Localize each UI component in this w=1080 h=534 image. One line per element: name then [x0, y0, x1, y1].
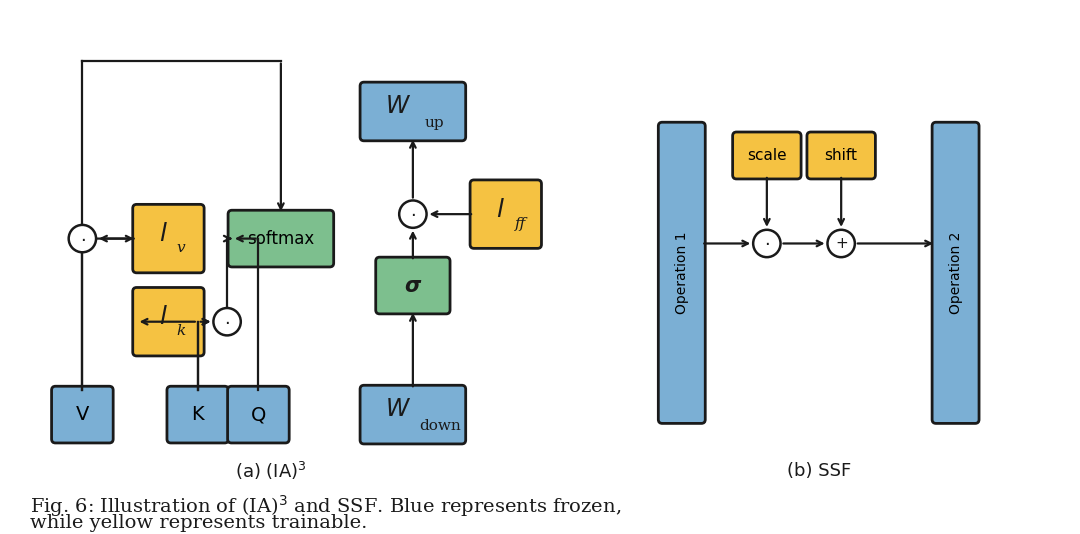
- FancyBboxPatch shape: [470, 180, 541, 248]
- Text: up: up: [424, 116, 444, 130]
- Text: scale: scale: [747, 148, 786, 163]
- Text: $\cdot$: $\cdot$: [764, 234, 770, 253]
- Text: (a) (IA)$^3$: (a) (IA)$^3$: [235, 460, 307, 482]
- FancyBboxPatch shape: [807, 132, 876, 179]
- FancyBboxPatch shape: [376, 257, 450, 314]
- FancyBboxPatch shape: [659, 122, 705, 423]
- Text: $l$: $l$: [497, 199, 505, 222]
- FancyBboxPatch shape: [167, 386, 229, 443]
- FancyBboxPatch shape: [732, 132, 801, 179]
- Circle shape: [214, 308, 241, 335]
- FancyBboxPatch shape: [228, 210, 334, 267]
- Text: $l$: $l$: [159, 223, 168, 246]
- Circle shape: [69, 225, 96, 252]
- Text: $+$: $+$: [835, 236, 848, 251]
- Circle shape: [400, 200, 427, 228]
- FancyBboxPatch shape: [360, 385, 465, 444]
- Text: Operation 1: Operation 1: [675, 232, 689, 314]
- FancyBboxPatch shape: [228, 386, 289, 443]
- FancyBboxPatch shape: [52, 386, 113, 443]
- Text: (b) SSF: (b) SSF: [786, 462, 851, 480]
- Text: K: K: [191, 405, 204, 424]
- Text: Fig. 6: Illustration of (IA)$^3$ and SSF. Blue represents frozen,: Fig. 6: Illustration of (IA)$^3$ and SSF…: [29, 493, 621, 519]
- Circle shape: [827, 230, 855, 257]
- Text: $\cdot$: $\cdot$: [410, 205, 416, 223]
- FancyBboxPatch shape: [133, 205, 204, 273]
- Text: v: v: [177, 241, 186, 255]
- Text: V: V: [76, 405, 89, 424]
- Text: $\cdot$: $\cdot$: [80, 230, 85, 248]
- Text: down: down: [419, 419, 461, 433]
- Text: softmax: softmax: [247, 230, 314, 248]
- Text: $\boldsymbol{\sigma}$: $\boldsymbol{\sigma}$: [404, 276, 422, 295]
- Text: Operation 2: Operation 2: [948, 232, 962, 314]
- Text: while yellow represents trainable.: while yellow represents trainable.: [29, 514, 367, 532]
- FancyBboxPatch shape: [932, 122, 980, 423]
- Text: $W$: $W$: [386, 398, 411, 421]
- Text: $\cdot$: $\cdot$: [225, 313, 230, 331]
- Text: ff: ff: [515, 217, 526, 231]
- Text: $W$: $W$: [386, 95, 411, 118]
- Text: Q: Q: [251, 405, 266, 424]
- Text: $l$: $l$: [159, 307, 168, 329]
- FancyBboxPatch shape: [360, 82, 465, 141]
- Text: k: k: [176, 325, 186, 339]
- Text: shift: shift: [825, 148, 858, 163]
- FancyBboxPatch shape: [133, 287, 204, 356]
- Circle shape: [753, 230, 781, 257]
